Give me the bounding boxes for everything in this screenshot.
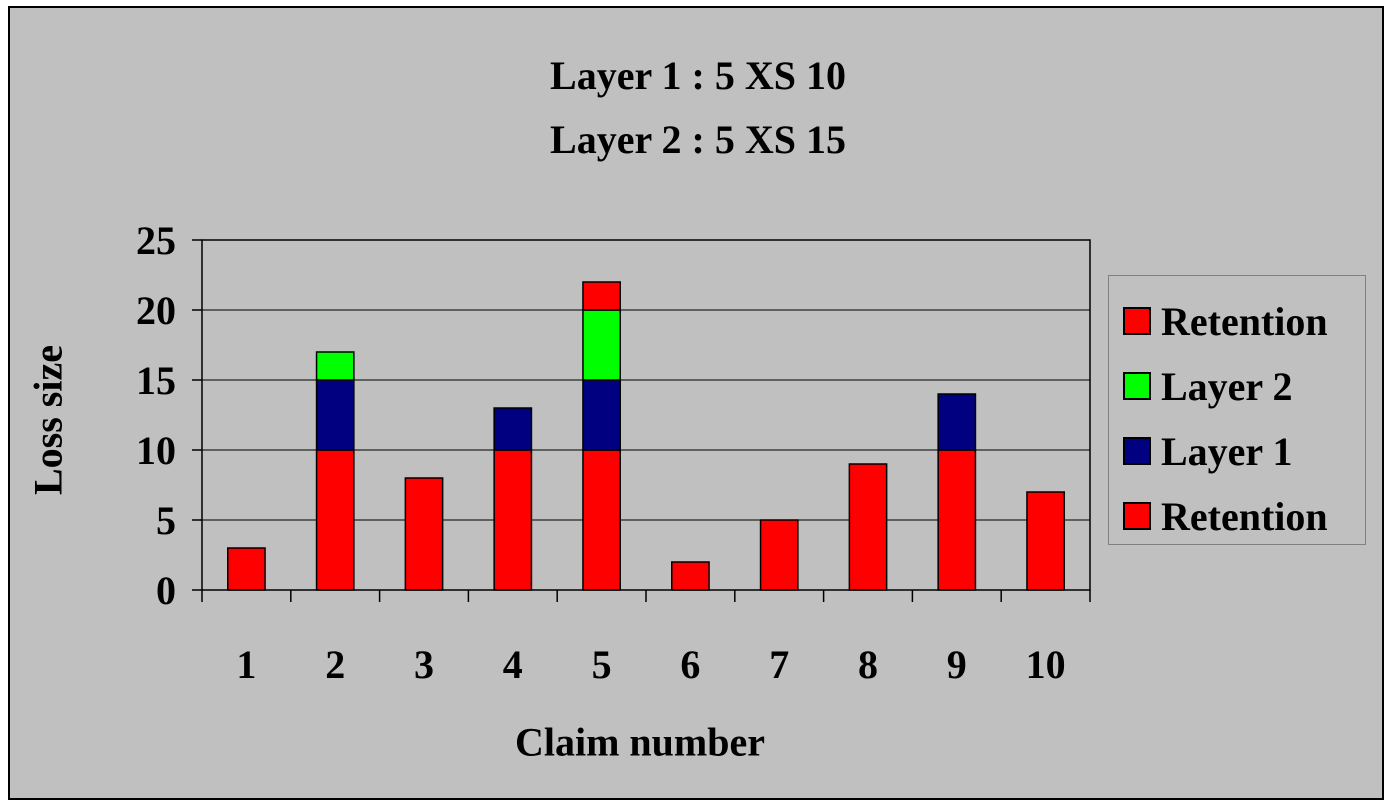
x-tick-label-3: 3 — [414, 642, 434, 687]
bar-claim-6-series-0 — [671, 561, 710, 591]
chart-title-line-2: Layer 2 : 5 XS 15 — [550, 117, 846, 162]
y-tick-label-15: 15 — [136, 358, 176, 403]
bar-claim-9-series-1 — [937, 393, 977, 451]
x-tick-label-6: 6 — [680, 642, 700, 687]
bar-claim-5-series-1 — [582, 379, 621, 451]
legend-swatch-retention-bottom — [1123, 502, 1151, 530]
bar-claim-2-series-2 — [315, 351, 355, 381]
bar-claim-4-series-1 — [493, 407, 533, 451]
x-tick-label-10: 10 — [1026, 642, 1066, 687]
legend: Retention Layer 2 Layer 1 Retention — [1108, 275, 1366, 545]
bar-claim-1-series-0 — [227, 547, 266, 591]
bar-claim-2-series-0 — [315, 449, 355, 591]
legend-item-retention-bottom: Retention — [1123, 491, 1328, 541]
y-tick-label-20: 20 — [136, 288, 176, 333]
bar-claim-5-series-0 — [582, 449, 621, 591]
bar-claim-7-series-0 — [759, 519, 799, 591]
x-tick-label-1: 1 — [236, 642, 256, 687]
bar-claim-10-series-0 — [1026, 491, 1065, 591]
legend-swatch-layer-1 — [1123, 437, 1151, 465]
x-tick-label-5: 5 — [592, 642, 612, 687]
bar-claim-2-series-1 — [315, 379, 355, 451]
bar-claim-9-series-0 — [937, 449, 977, 591]
bar-claim-5-series-2 — [582, 309, 621, 381]
legend-label-retention-bottom: Retention — [1161, 493, 1328, 539]
legend-label-retention-top: Retention — [1161, 298, 1328, 344]
bar-claim-4-series-0 — [493, 449, 533, 591]
legend-label-layer-1: Layer 1 — [1161, 428, 1293, 474]
chart-title-line-1: Layer 1 : 5 XS 10 — [550, 53, 846, 98]
legend-swatch-retention-top — [1123, 307, 1151, 335]
y-tick-label-0: 0 — [156, 568, 176, 613]
y-tick-label-5: 5 — [156, 498, 176, 543]
bar-claim-8-series-0 — [848, 463, 888, 591]
x-tick-label-2: 2 — [325, 642, 345, 687]
bar-claim-5-series-3 — [582, 281, 621, 311]
y-tick-label-25: 25 — [136, 218, 176, 263]
x-tick-label-8: 8 — [858, 642, 878, 687]
legend-item-layer-2: Layer 2 — [1123, 361, 1292, 411]
x-tick-label-7: 7 — [769, 642, 789, 687]
x-tick-label-4: 4 — [503, 642, 523, 687]
x-tick-label-9: 9 — [947, 642, 967, 687]
legend-item-retention-top: Retention — [1123, 296, 1328, 346]
y-axis-label: Loss size — [25, 345, 71, 495]
y-tick-label-10: 10 — [136, 428, 176, 473]
legend-swatch-layer-2 — [1123, 372, 1151, 400]
x-axis-label: Claim number — [515, 719, 765, 765]
bar-claim-3-series-0 — [404, 477, 444, 591]
legend-label-layer-2: Layer 2 — [1161, 363, 1293, 409]
legend-item-layer-1: Layer 1 — [1123, 426, 1292, 476]
